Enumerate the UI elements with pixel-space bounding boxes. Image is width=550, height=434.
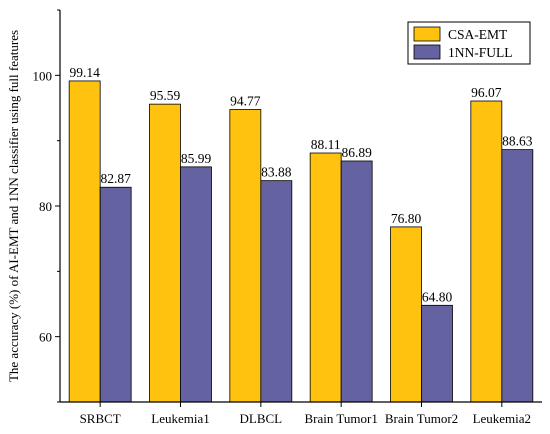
- bar-csa-emt-4: [309, 152, 342, 403]
- bars-layer: [68, 80, 534, 403]
- data-label: 88.11: [311, 137, 341, 152]
- data-label: 88.63: [502, 134, 533, 149]
- y-axis-label: The accuracy (%) of AI-EMT and 1NN class…: [6, 30, 21, 382]
- data-label: 64.80: [422, 289, 453, 304]
- bar-csa-emt-3: [229, 109, 262, 403]
- y-tick-label: 80: [39, 199, 52, 214]
- x-tick-label: DLBCL: [240, 411, 283, 426]
- y-tick-label: 100: [33, 68, 53, 83]
- data-label: 96.07: [471, 85, 502, 100]
- data-label: 76.80: [391, 211, 422, 226]
- data-label: 95.59: [150, 88, 181, 103]
- data-label: 82.87: [100, 171, 131, 186]
- bar-csa-emt-2: [149, 103, 181, 403]
- legend-swatch-csa-emt: [413, 26, 441, 42]
- legend-label-1nn-full: 1NN-FULL: [448, 45, 513, 60]
- data-label: 85.99: [181, 151, 212, 166]
- data-label: 86.89: [341, 145, 372, 160]
- legend: CSA-EMT 1NN-FULL: [407, 21, 531, 65]
- bar-1nn-full-4: [340, 160, 373, 403]
- data-label: 83.88: [261, 165, 292, 180]
- bar-1nn-full-3: [260, 180, 293, 403]
- data-label: 99.14: [69, 65, 100, 80]
- x-tick-label: Leukemia1: [151, 411, 209, 426]
- x-tick-label: Brain Tumor1: [305, 411, 378, 426]
- x-tick-label: SRBCT: [80, 411, 121, 426]
- data-labels-layer: 99.14 82.87 95.59 85.99 94.77 83.88 88.1186.89…: [69, 65, 532, 304]
- x-tick-label: Brain Tumor2: [385, 411, 458, 426]
- bar-1nn-full-5: [421, 304, 453, 403]
- bar-csa-emt-1: [68, 80, 101, 403]
- axes-layer: SRBCT Leukemia1 DLBCL Brain Tumor1 Brain Tum…: [33, 9, 542, 426]
- data-label: 94.77: [230, 94, 261, 109]
- legend-label-csa-emt: CSA-EMT: [448, 27, 508, 42]
- x-tick-label: Leukemia2: [473, 411, 531, 426]
- bar-csa-emt-5: [390, 226, 422, 403]
- bar-csa-emt-6: [470, 100, 503, 403]
- y-tick-label: 60: [39, 330, 52, 345]
- legend-swatch-1nn-full: [413, 44, 441, 60]
- bar-1nn-full-2: [180, 166, 212, 403]
- bar-1nn-full-1: [99, 186, 132, 403]
- bar-1nn-full-6: [501, 149, 534, 403]
